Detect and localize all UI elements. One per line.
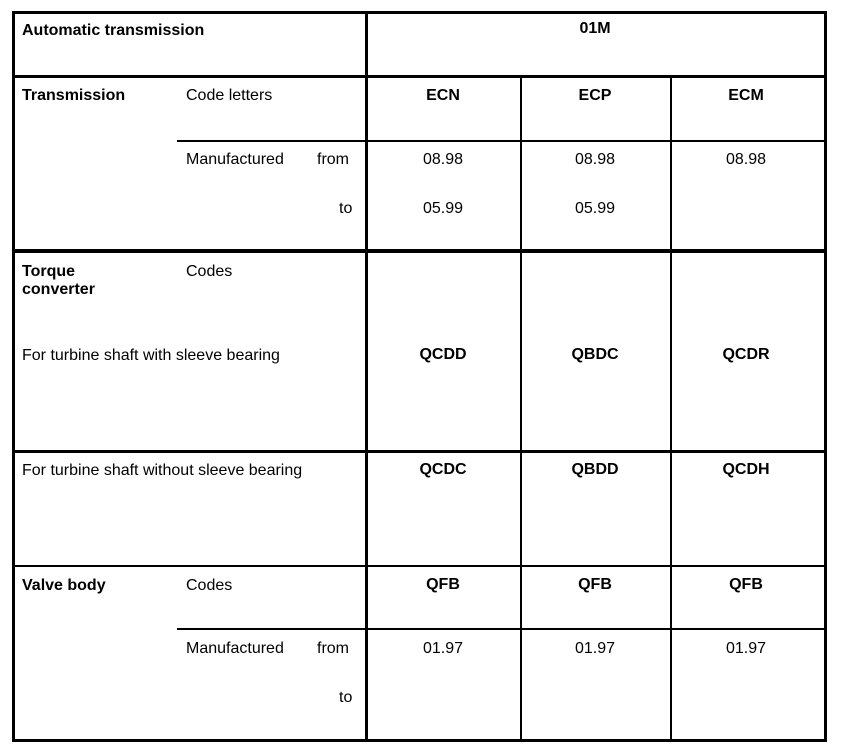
from-value: 01.97: [725, 640, 767, 657]
code-value: QCDH: [722, 461, 770, 478]
from-value: 08.98: [574, 151, 616, 168]
table-title: Automatic transmission: [22, 22, 205, 39]
to-label: to: [339, 689, 353, 706]
from-label: from: [317, 640, 349, 657]
valve-body-label: Valve body: [22, 577, 106, 594]
code-value: QCDR: [722, 346, 770, 363]
with-sleeve-label: For turbine shaft with sleeve bearing: [22, 347, 280, 364]
code-value: QFB: [729, 576, 763, 593]
code-ecm: ECM: [728, 87, 764, 104]
code-value: QFB: [426, 576, 460, 593]
to-value: 05.99: [574, 200, 616, 217]
without-sleeve-label: For turbine shaft without sleeve bearing: [22, 462, 303, 479]
from-value: 08.98: [725, 151, 767, 168]
code-value: QCDD: [419, 346, 467, 363]
manufactured-label: Manufactured: [186, 151, 284, 168]
codes-label: Codes: [186, 263, 233, 280]
from-label: from: [317, 151, 349, 168]
from-value: 08.98: [422, 151, 464, 168]
code-value: QBDC: [571, 346, 619, 363]
from-value: 01.97: [422, 640, 464, 657]
code-ecn: ECN: [426, 87, 460, 104]
manufactured-label: Manufactured: [186, 640, 284, 657]
code-value: QBDD: [571, 461, 619, 478]
code-ecp: ECP: [578, 87, 612, 104]
to-label: to: [339, 200, 353, 217]
code-value: QCDC: [419, 461, 467, 478]
code-value: QFB: [578, 576, 612, 593]
code-letters-label: Code letters: [186, 87, 273, 104]
transmission-label: Transmission: [22, 87, 126, 104]
model-code: 01M: [579, 20, 611, 37]
torque-converter-label: Torque converter: [22, 263, 95, 298]
from-value: 01.97: [574, 640, 616, 657]
codes-label: Codes: [186, 577, 233, 594]
to-value: 05.99: [422, 200, 464, 217]
